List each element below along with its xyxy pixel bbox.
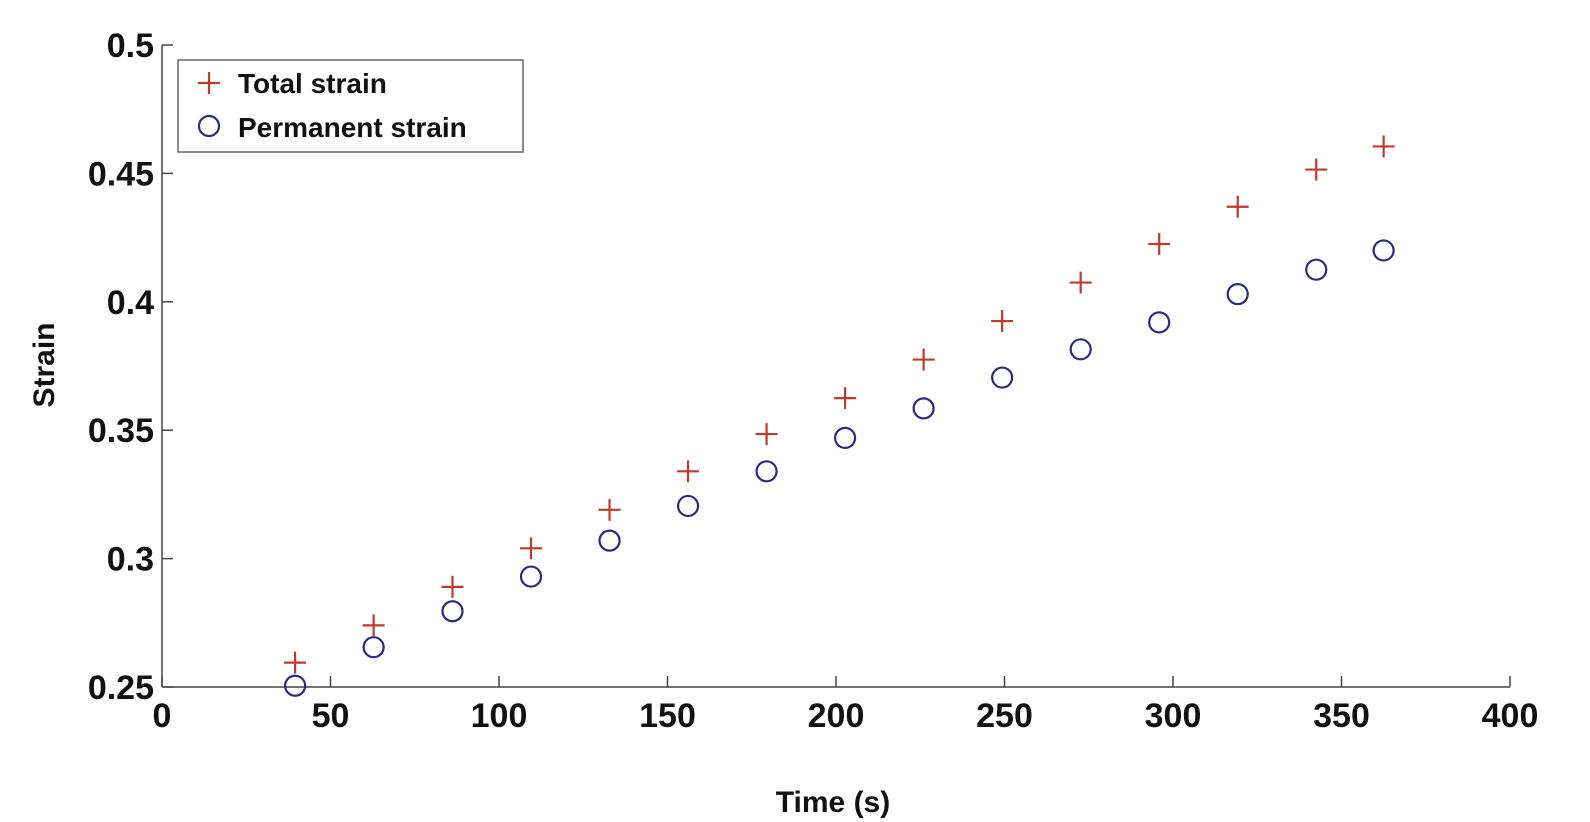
- x-tick-label: 350: [1313, 697, 1370, 735]
- legend-plus-icon: [198, 72, 220, 94]
- legend-box: [177, 59, 524, 153]
- data-markers: [284, 135, 1395, 697]
- data-point-total-strain: [441, 575, 464, 598]
- x-tick-label: 200: [808, 697, 865, 735]
- x-tick-labels: 0 50 100 150 200 250 300 350 400: [153, 697, 1539, 735]
- data-point-permanent-strain: [991, 366, 1014, 389]
- data-point-permanent-strain: [833, 426, 857, 450]
- legend-marker-permanent-strain: [197, 114, 221, 138]
- data-point-total-strain: [991, 310, 1014, 333]
- data-point-permanent-strain: [1372, 239, 1395, 262]
- data-point-total-strain: [1148, 233, 1171, 256]
- x-tick-label: 100: [471, 697, 528, 735]
- x-tick-label: 150: [639, 697, 696, 735]
- data-point-total-strain: [284, 651, 307, 674]
- data-point-permanent-strain: [1148, 311, 1171, 334]
- legend-label-total-strain: Total strain: [238, 68, 387, 99]
- legend-circle-icon: [197, 114, 221, 138]
- x-tick-label: 50: [312, 697, 350, 735]
- legend-marker-total-strain: [198, 72, 220, 94]
- data-point-total-strain: [1305, 158, 1328, 181]
- plot-area: [161, 44, 1511, 688]
- data-point-total-strain: [677, 460, 700, 483]
- x-tick-label: 400: [1482, 697, 1539, 735]
- y-axis-title: Strain: [28, 322, 61, 407]
- data-point-permanent-strain: [676, 494, 700, 518]
- data-point-total-strain: [520, 537, 543, 560]
- data-point-permanent-strain: [598, 529, 621, 552]
- x-tick-label: 300: [1145, 697, 1202, 735]
- data-point-permanent-strain: [1305, 258, 1328, 281]
- data-point-total-strain: [755, 423, 778, 446]
- y-tick-label: 0.4: [107, 284, 154, 322]
- data-point-permanent-strain: [441, 600, 464, 623]
- x-axis-title: Time (s): [776, 786, 890, 819]
- x-tick-label: 0: [153, 697, 172, 735]
- data-point-permanent-strain: [362, 636, 385, 659]
- data-point-permanent-strain: [755, 460, 778, 483]
- data-point-permanent-strain: [912, 397, 935, 420]
- data-point-permanent-strain: [284, 674, 307, 697]
- y-tick-labels: 0.25 0.3 0.35 0.4 0.45 0.5: [88, 27, 154, 707]
- y-tick-label: 0.5: [107, 27, 154, 65]
- data-point-total-strain: [834, 387, 857, 410]
- y-tick-label: 0.45: [88, 155, 154, 193]
- data-point-total-strain: [598, 498, 621, 521]
- legend-label-permanent-strain: Permanent strain: [238, 112, 467, 143]
- x-tick-label: 250: [976, 697, 1033, 735]
- y-tick-label: 0.3: [107, 541, 154, 579]
- data-point-permanent-strain: [1226, 282, 1249, 306]
- data-point-permanent-strain: [1069, 338, 1092, 361]
- data-point-permanent-strain: [519, 565, 543, 588]
- legend: Total strain Permanent strain: [177, 59, 524, 153]
- data-point-total-strain: [912, 348, 935, 371]
- y-tick-label: 0.25: [88, 669, 154, 707]
- data-point-total-strain: [1226, 195, 1249, 218]
- y-tick-label: 0.35: [88, 412, 154, 450]
- data-point-total-strain: [1069, 271, 1092, 294]
- data-point-total-strain: [1372, 135, 1395, 158]
- data-point-total-strain: [362, 614, 385, 637]
